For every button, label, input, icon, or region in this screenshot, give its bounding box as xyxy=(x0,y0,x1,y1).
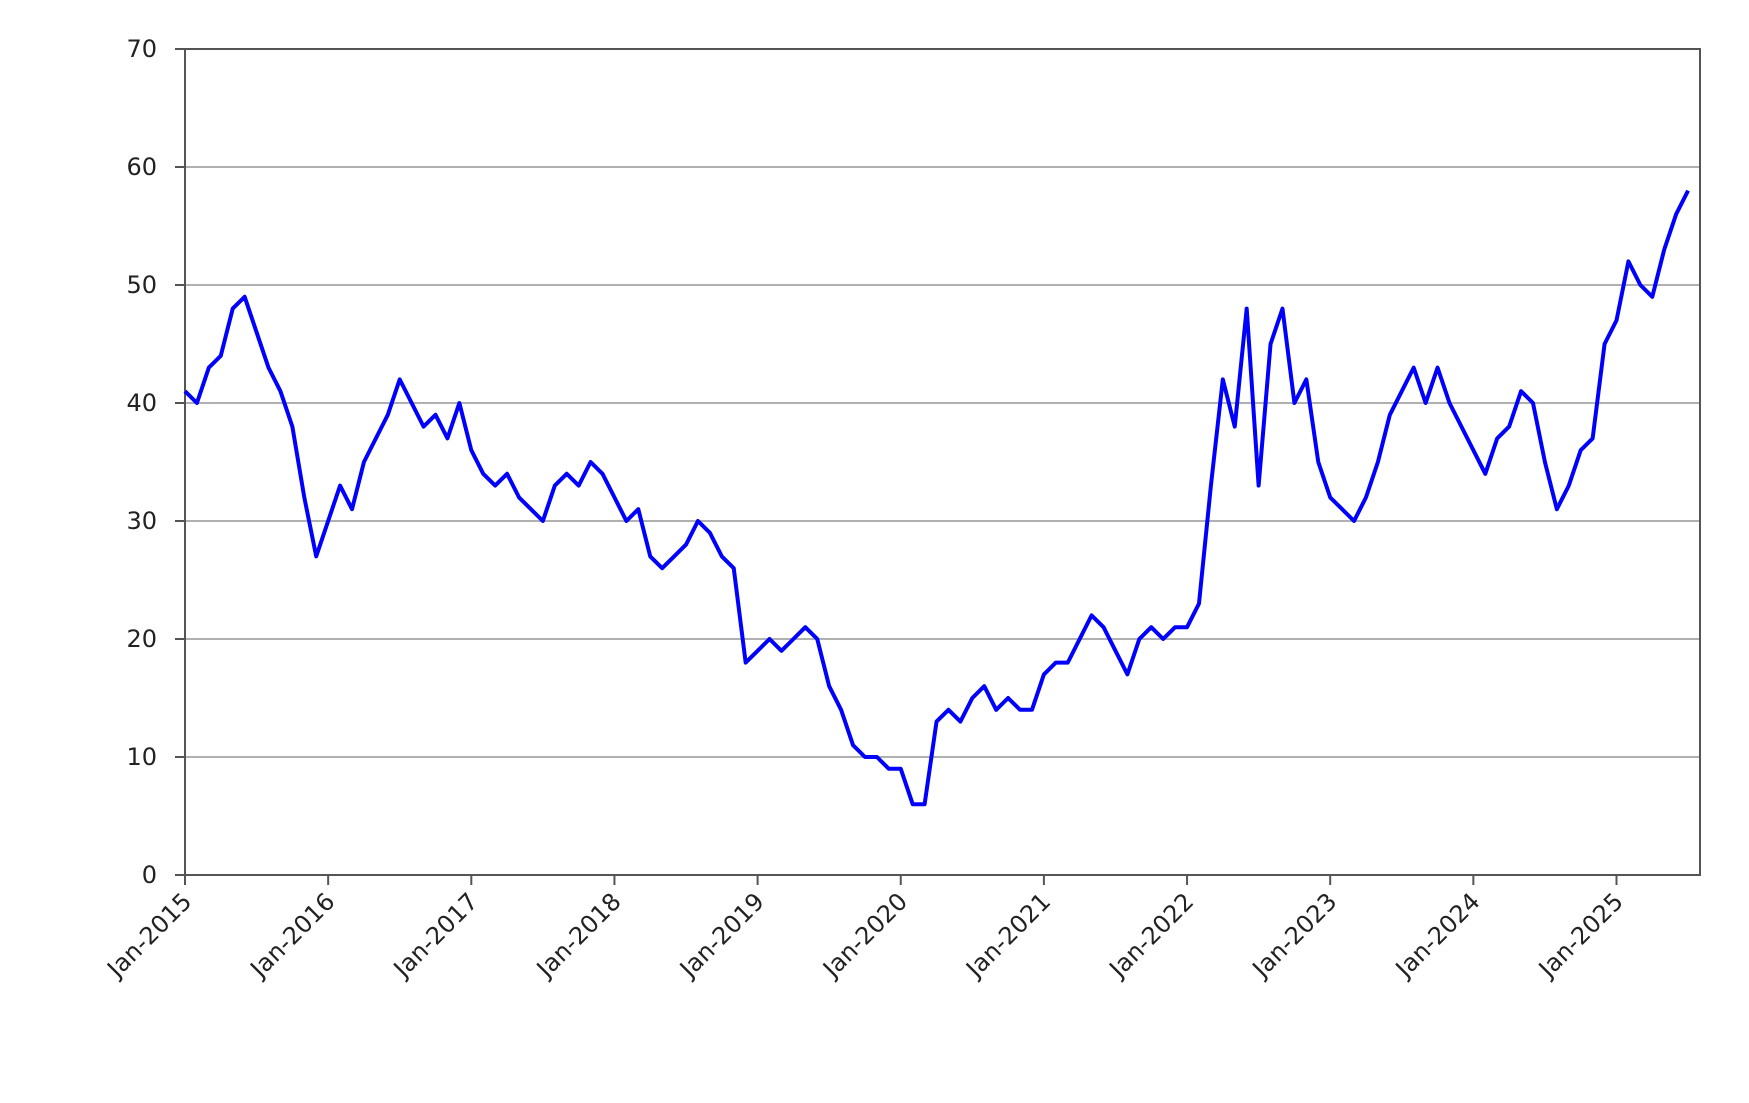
y-tick-label: 70 xyxy=(126,35,157,63)
x-tick-label: Jan-2016 xyxy=(244,887,341,984)
x-tick-label: Jan-2023 xyxy=(1246,887,1343,984)
x-tick-label: Jan-2020 xyxy=(816,887,913,984)
y-tick-label: 10 xyxy=(126,743,157,771)
y-tick-label: 20 xyxy=(126,625,157,653)
series-line xyxy=(183,189,1690,807)
x-tick-label: Jan-2024 xyxy=(1389,887,1486,984)
x-tick-label: Jan-2018 xyxy=(530,887,627,984)
x-tick-label: Jan-2017 xyxy=(387,887,484,984)
x-tick-label: Jan-2021 xyxy=(959,887,1056,984)
y-tick-label: 40 xyxy=(126,389,157,417)
x-tick-label: Jan-2019 xyxy=(673,887,770,984)
y-tick-label: 0 xyxy=(142,861,157,889)
y-tick-label: 30 xyxy=(126,507,157,535)
y-tick-label: 50 xyxy=(126,271,157,299)
x-tick-label: Jan-2025 xyxy=(1532,887,1629,984)
plot-frame xyxy=(184,48,1701,876)
x-tick-label: Jan-2022 xyxy=(1103,887,1200,984)
y-tick-label: 60 xyxy=(126,153,157,181)
x-tick-label: Jan-2015 xyxy=(101,887,198,984)
